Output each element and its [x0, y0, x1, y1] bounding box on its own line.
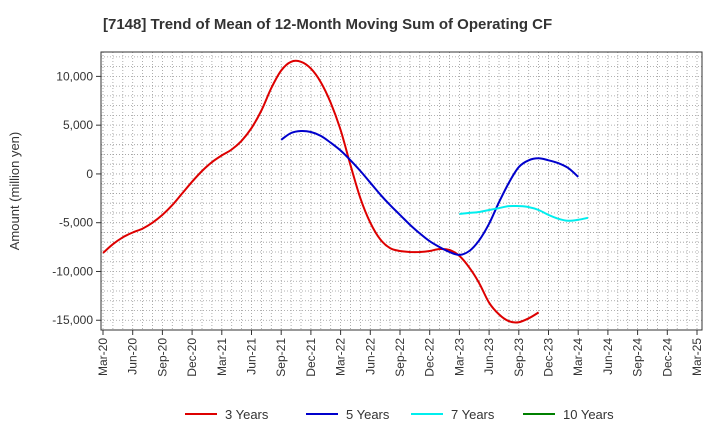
grid	[101, 52, 702, 331]
x-tick-label: Jun-20	[126, 338, 140, 375]
x-tick-label: Mar-21	[215, 338, 229, 376]
x-tick-label: Jun-21	[245, 338, 259, 375]
y-tick-label: 5,000	[63, 118, 93, 132]
x-tick-label: Dec-21	[304, 338, 318, 377]
x-tick-label: Sep-21	[274, 338, 288, 377]
x-tick-label: Sep-20	[155, 338, 169, 377]
y-tick-label: -10,000	[52, 264, 93, 278]
series-lines	[102, 59, 589, 324]
chart-title: [7148] Trend of Mean of 12-Month Moving …	[103, 16, 552, 33]
x-tick-label: Jun-22	[363, 338, 377, 375]
y-tick-label: -15,000	[52, 313, 93, 327]
series-line-5-years	[280, 129, 579, 256]
series-line-7-years	[459, 204, 589, 222]
x-tick-label: Mar-20	[96, 338, 110, 376]
x-tick-label: Mar-24	[571, 338, 585, 376]
x-tick-label: Sep-22	[393, 338, 407, 377]
legend-label: 3 Years	[225, 407, 269, 422]
x-tick-label: Dec-20	[185, 338, 199, 377]
x-tick-label: Mar-23	[452, 338, 466, 376]
x-axis-ticks: Mar-20 Jun-20 Sep-20 Dec-20 Mar-21 Jun-21 Sep-…	[96, 330, 720, 377]
x-tick-label: Mar-25	[690, 338, 704, 376]
x-tick-label: Dec-23	[542, 338, 556, 377]
x-tick-label: Sep-23	[512, 338, 526, 377]
legend-label: 10 Years	[563, 407, 614, 422]
y-axis-label: Amount (million yen)	[7, 132, 22, 251]
plot-area-border	[100, 51, 703, 331]
x-tick-label: Jun-24	[601, 338, 615, 375]
y-tick-label: 0	[86, 167, 93, 181]
legend-label: 5 Years	[346, 407, 390, 422]
legend-label: 7 Years	[451, 407, 495, 422]
y-tick-label: -5,000	[59, 216, 93, 230]
y-tick-label: 10,000	[56, 69, 93, 83]
series-line-3-years	[102, 59, 540, 324]
legend: 3 Years 5 Years 7 Years 10 Years	[185, 407, 614, 422]
x-tick-label: Dec-22	[423, 338, 437, 377]
x-tick-label: Jun-23	[482, 338, 496, 375]
x-tick-label: Mar-22	[334, 338, 348, 376]
y-axis-ticks: 10,000 5,000 0 -5,000 -10,000 -15,000	[52, 69, 101, 327]
x-tick-label: Sep-24	[631, 338, 645, 377]
x-tick-label: Dec-24	[660, 338, 674, 377]
